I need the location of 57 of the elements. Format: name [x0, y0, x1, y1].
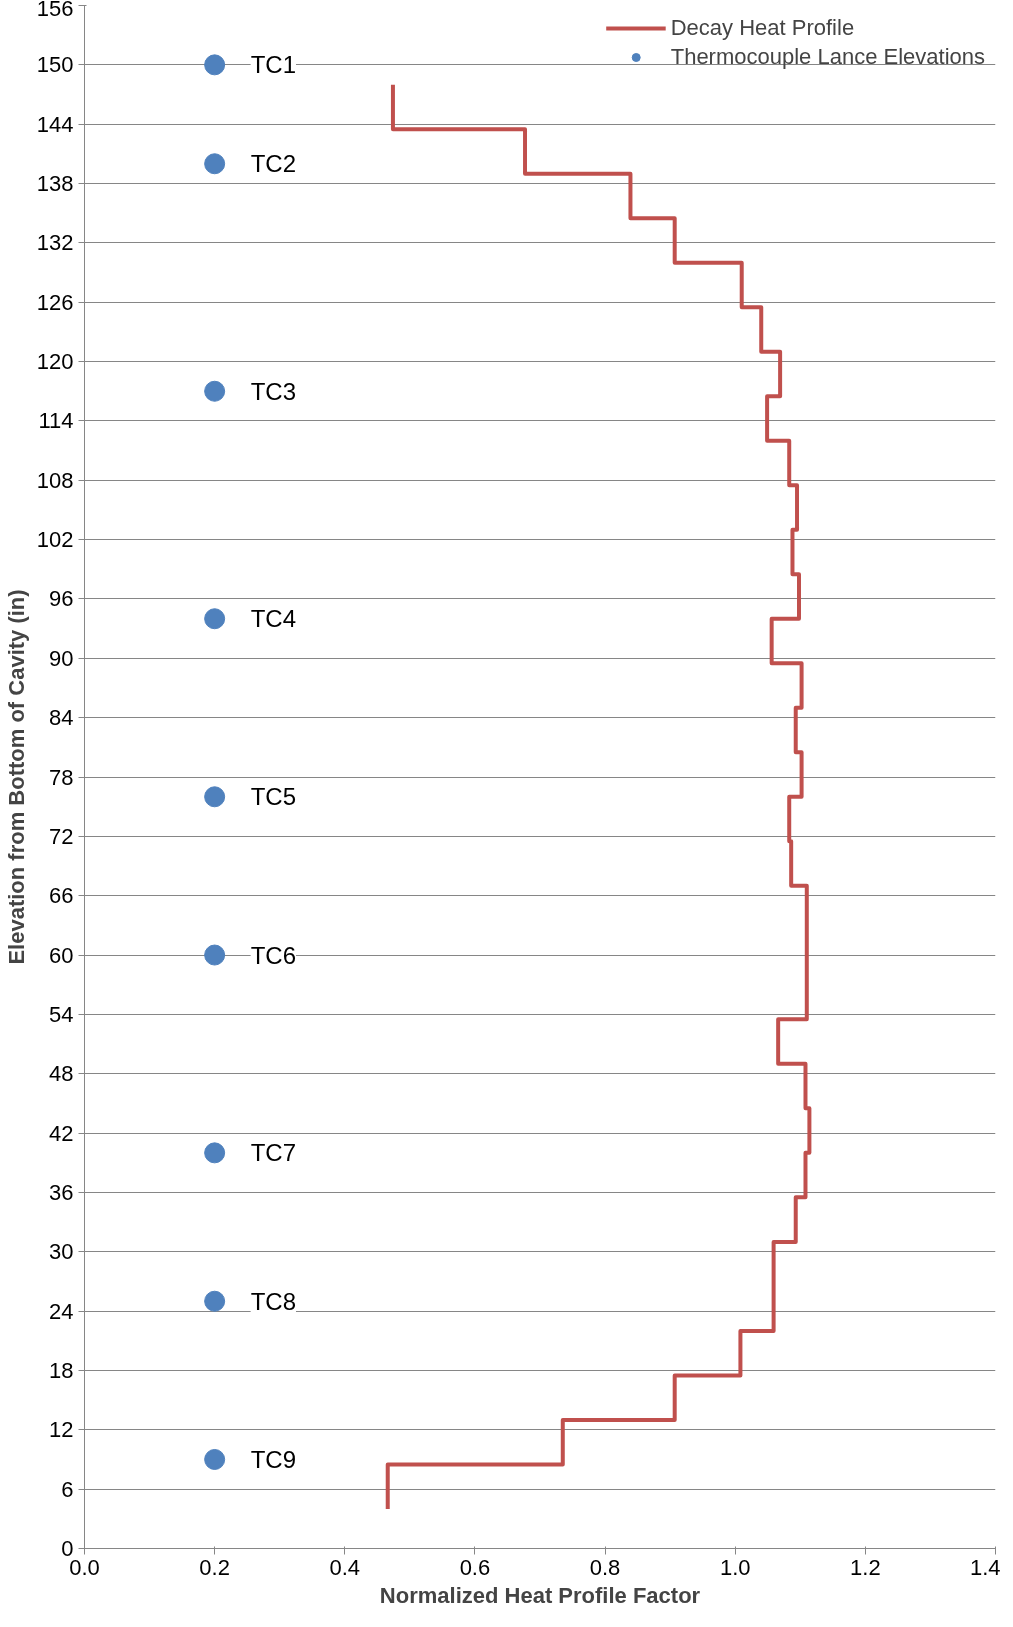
legend-label: Decay Heat Profile [670, 15, 855, 41]
y-tick-label: 78 [49, 764, 74, 790]
y-tick-label: 12 [49, 1417, 74, 1443]
data-label: TC7 [250, 1139, 296, 1167]
y-tick-label: 66 [49, 883, 74, 909]
y-tick-label: 0 [61, 1536, 74, 1561]
y-tick-label: 96 [49, 586, 74, 612]
x-tick-label: 1.0 [719, 1554, 751, 1580]
y-tick-label: 132 [36, 230, 74, 256]
data-label: TC1 [250, 51, 296, 79]
legend-label: Thermocouple Lance Elevations [670, 44, 985, 70]
y-tick-label: 138 [36, 171, 74, 197]
x-tick-label: 1.4 [969, 1554, 1001, 1580]
y-tick-label: 90 [49, 645, 74, 671]
point [204, 1142, 226, 1164]
y-tick-label: 42 [49, 1120, 74, 1146]
point [204, 786, 226, 808]
point [204, 1290, 226, 1312]
data-label: TC3 [250, 377, 296, 405]
y-tick-label: 72 [49, 823, 74, 849]
y-tick-label: 84 [49, 705, 74, 731]
data-label: TC4 [250, 605, 296, 633]
y-tick-label: 30 [49, 1239, 74, 1265]
y-tick-label: 144 [36, 111, 74, 137]
y-tick-label: 48 [49, 1061, 74, 1087]
point [204, 1449, 226, 1470]
point [204, 380, 226, 402]
x-tick-label: 0.6 [459, 1554, 491, 1580]
y-tick-label: 102 [36, 527, 74, 553]
y-tick-label: 156 [36, 0, 74, 21]
y-tick-label: 6 [61, 1476, 74, 1502]
x-tick-label: 0.8 [589, 1554, 621, 1580]
y-tick-label: 60 [49, 942, 74, 968]
x-tick-label: 0.2 [199, 1554, 230, 1580]
point [204, 944, 226, 966]
data-label: TC2 [250, 150, 296, 178]
x-tick-label: 0.4 [329, 1554, 361, 1580]
data-label: TC6 [250, 941, 296, 969]
data-label: TC5 [250, 783, 296, 811]
x-axis-title: Normalized Heat Profile Factor [379, 1582, 701, 1608]
point [204, 153, 226, 175]
y-tick-label: 126 [36, 289, 74, 315]
y-tick-label: 36 [49, 1179, 74, 1205]
point [204, 608, 226, 630]
y-tick-label: 18 [49, 1357, 74, 1383]
x-tick-label: 1.2 [850, 1554, 881, 1580]
y-tick-label: 114 [38, 408, 74, 434]
line-series [385, 82, 812, 1511]
data-label: TC8 [250, 1287, 296, 1315]
y-tick-label: 120 [36, 349, 74, 375]
y-tick-label: 24 [49, 1298, 74, 1324]
point [204, 54, 226, 76]
y-axis-title: Elevation from Bottom of Cavity (in) [3, 589, 29, 965]
y-tick-label: 150 [36, 52, 74, 78]
y-tick-label: 54 [49, 1001, 74, 1027]
y-tick-label: 108 [36, 467, 74, 493]
data-label: TC9 [250, 1445, 296, 1473]
